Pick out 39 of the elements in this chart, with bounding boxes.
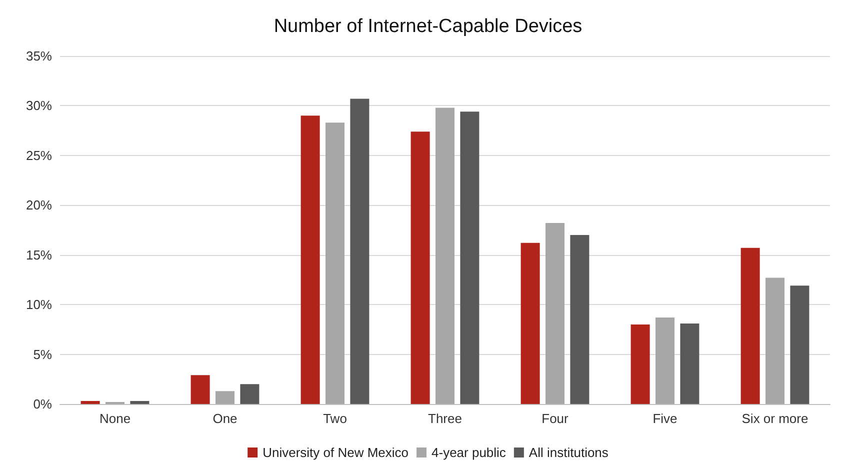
y-tick-label: 20% bbox=[26, 198, 52, 213]
legend-label: All institutions bbox=[528, 445, 609, 460]
y-tick-label: 25% bbox=[26, 148, 52, 163]
bar bbox=[766, 278, 784, 404]
bar bbox=[80, 401, 100, 404]
bar bbox=[790, 286, 810, 404]
bar bbox=[630, 324, 650, 404]
chart-title: Number of Internet-Capable Devices bbox=[274, 16, 582, 37]
bar bbox=[350, 98, 370, 404]
bar bbox=[190, 375, 210, 404]
x-tick-label: Three bbox=[428, 411, 462, 426]
y-tick-label: 10% bbox=[26, 297, 52, 312]
bar bbox=[520, 242, 540, 404]
bar bbox=[326, 122, 344, 404]
x-tick-label: Four bbox=[542, 411, 570, 426]
x-tick-label: None bbox=[99, 411, 131, 426]
x-tick-label: Five bbox=[652, 411, 678, 426]
bar bbox=[130, 401, 150, 404]
x-tick-label: One bbox=[212, 411, 238, 426]
x-tick-label: Two bbox=[323, 411, 347, 426]
bar bbox=[570, 234, 590, 404]
bar bbox=[300, 116, 320, 404]
bar bbox=[240, 384, 260, 404]
bar bbox=[656, 317, 674, 404]
bar bbox=[546, 223, 564, 404]
y-tick-label: 30% bbox=[26, 98, 52, 114]
y-tick-label: 0% bbox=[33, 396, 52, 412]
y-tick-label: 35% bbox=[26, 48, 52, 64]
bar bbox=[216, 391, 234, 404]
bar bbox=[740, 248, 760, 404]
y-tick-label: 15% bbox=[26, 247, 52, 262]
bar bbox=[460, 112, 480, 404]
x-tick-label: Six or more bbox=[742, 411, 808, 426]
legend-label: University of New Mexico bbox=[262, 445, 409, 460]
y-tick-label: 5% bbox=[33, 346, 52, 362]
legend-label: 4-year public bbox=[432, 445, 506, 460]
bar bbox=[410, 132, 430, 404]
bar bbox=[680, 323, 700, 404]
bar bbox=[436, 108, 454, 404]
